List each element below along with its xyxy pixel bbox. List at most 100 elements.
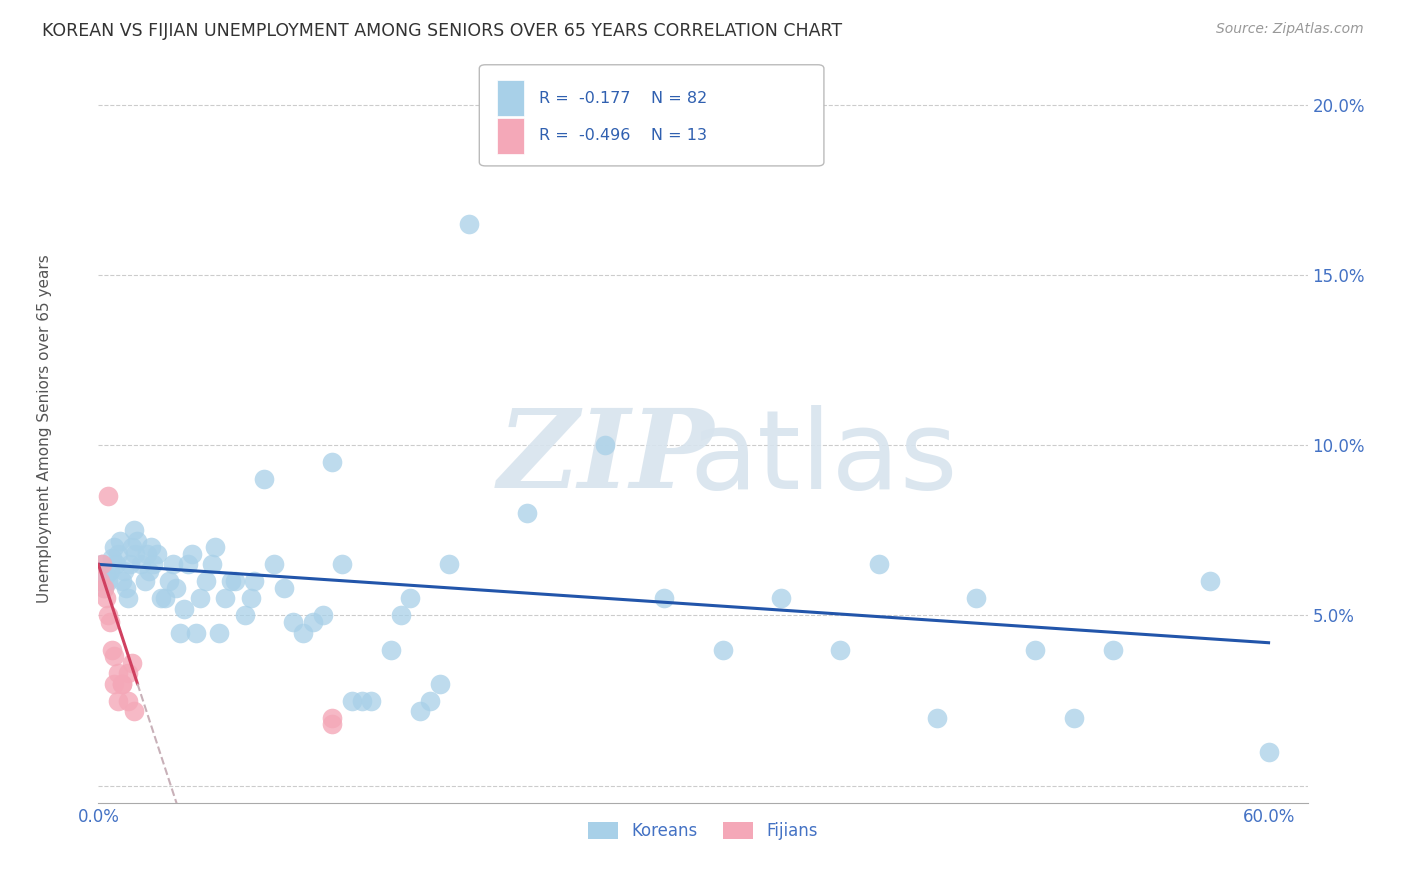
- Point: [107, 547, 129, 561]
- Point: [360, 693, 382, 707]
- Point: [122, 524, 145, 538]
- Point: [117, 666, 139, 681]
- Point: [117, 591, 139, 606]
- Point: [149, 591, 172, 606]
- Point: [458, 217, 481, 231]
- Point: [97, 489, 120, 503]
- Point: [89, 574, 111, 589]
- Point: [321, 711, 343, 725]
- Point: [516, 506, 538, 520]
- Point: [124, 547, 146, 561]
- Point: [224, 574, 246, 589]
- Point: [97, 574, 120, 589]
- Point: [439, 558, 461, 572]
- Point: [194, 574, 217, 589]
- Point: [104, 558, 127, 572]
- Point: [121, 656, 143, 670]
- Point: [321, 717, 343, 731]
- Point: [107, 693, 129, 707]
- Point: [118, 558, 141, 572]
- Point: [117, 693, 139, 707]
- Point: [233, 608, 256, 623]
- Point: [139, 541, 162, 555]
- Point: [142, 558, 165, 572]
- Point: [239, 591, 262, 606]
- Point: [200, 558, 222, 572]
- Point: [204, 541, 226, 555]
- Point: [711, 642, 734, 657]
- Point: [134, 574, 156, 589]
- FancyBboxPatch shape: [498, 118, 524, 154]
- Point: [114, 581, 136, 595]
- Text: Source: ZipAtlas.com: Source: ZipAtlas.com: [1216, 22, 1364, 37]
- Point: [1199, 574, 1222, 589]
- Point: [340, 693, 363, 707]
- Point: [595, 438, 617, 452]
- Point: [101, 642, 124, 657]
- FancyBboxPatch shape: [479, 65, 824, 166]
- Point: [273, 581, 295, 595]
- Point: [91, 558, 114, 572]
- Point: [108, 533, 131, 548]
- Point: [389, 608, 412, 623]
- Point: [101, 550, 124, 565]
- Text: KOREAN VS FIJIAN UNEMPLOYMENT AMONG SENIORS OVER 65 YEARS CORRELATION CHART: KOREAN VS FIJIAN UNEMPLOYMENT AMONG SENI…: [42, 22, 842, 40]
- Point: [292, 625, 315, 640]
- Point: [652, 591, 675, 606]
- Point: [214, 591, 236, 606]
- Point: [330, 558, 353, 572]
- Point: [111, 676, 134, 690]
- Point: [188, 591, 211, 606]
- Point: [429, 676, 451, 690]
- Point: [146, 547, 169, 561]
- Point: [98, 615, 121, 630]
- Point: [350, 693, 373, 707]
- Point: [1024, 642, 1046, 657]
- Point: [111, 574, 134, 589]
- Point: [302, 615, 325, 630]
- Text: R =  -0.496    N = 13: R = -0.496 N = 13: [538, 128, 707, 144]
- Point: [138, 564, 160, 578]
- Point: [127, 533, 149, 548]
- Point: [419, 693, 441, 707]
- Point: [965, 591, 987, 606]
- Point: [243, 574, 266, 589]
- Point: [399, 591, 422, 606]
- Point: [91, 558, 114, 572]
- Point: [409, 704, 432, 718]
- Text: atlas: atlas: [690, 405, 957, 512]
- Point: [321, 455, 343, 469]
- Point: [177, 558, 200, 572]
- Point: [157, 574, 180, 589]
- Text: ZIP: ZIP: [498, 404, 714, 512]
- Point: [263, 558, 285, 572]
- Point: [131, 558, 153, 572]
- Point: [103, 676, 125, 690]
- Point: [96, 591, 118, 606]
- Point: [103, 649, 125, 664]
- Point: [165, 581, 187, 595]
- Point: [769, 591, 792, 606]
- Point: [97, 608, 120, 623]
- Point: [828, 642, 851, 657]
- Text: R =  -0.177    N = 82: R = -0.177 N = 82: [538, 91, 707, 106]
- Point: [122, 704, 145, 718]
- Point: [925, 711, 948, 725]
- Point: [219, 574, 242, 589]
- Point: [169, 625, 191, 640]
- Point: [173, 601, 195, 615]
- Point: [121, 541, 143, 555]
- Point: [112, 564, 135, 578]
- Point: [184, 625, 207, 640]
- Point: [93, 581, 115, 595]
- Text: Unemployment Among Seniors over 65 years: Unemployment Among Seniors over 65 years: [37, 254, 52, 602]
- Point: [208, 625, 231, 640]
- Point: [283, 615, 305, 630]
- Point: [1101, 642, 1123, 657]
- Point: [253, 472, 276, 486]
- Point: [103, 541, 125, 555]
- Point: [111, 676, 134, 690]
- Point: [181, 547, 204, 561]
- Point: [153, 591, 176, 606]
- Point: [380, 642, 402, 657]
